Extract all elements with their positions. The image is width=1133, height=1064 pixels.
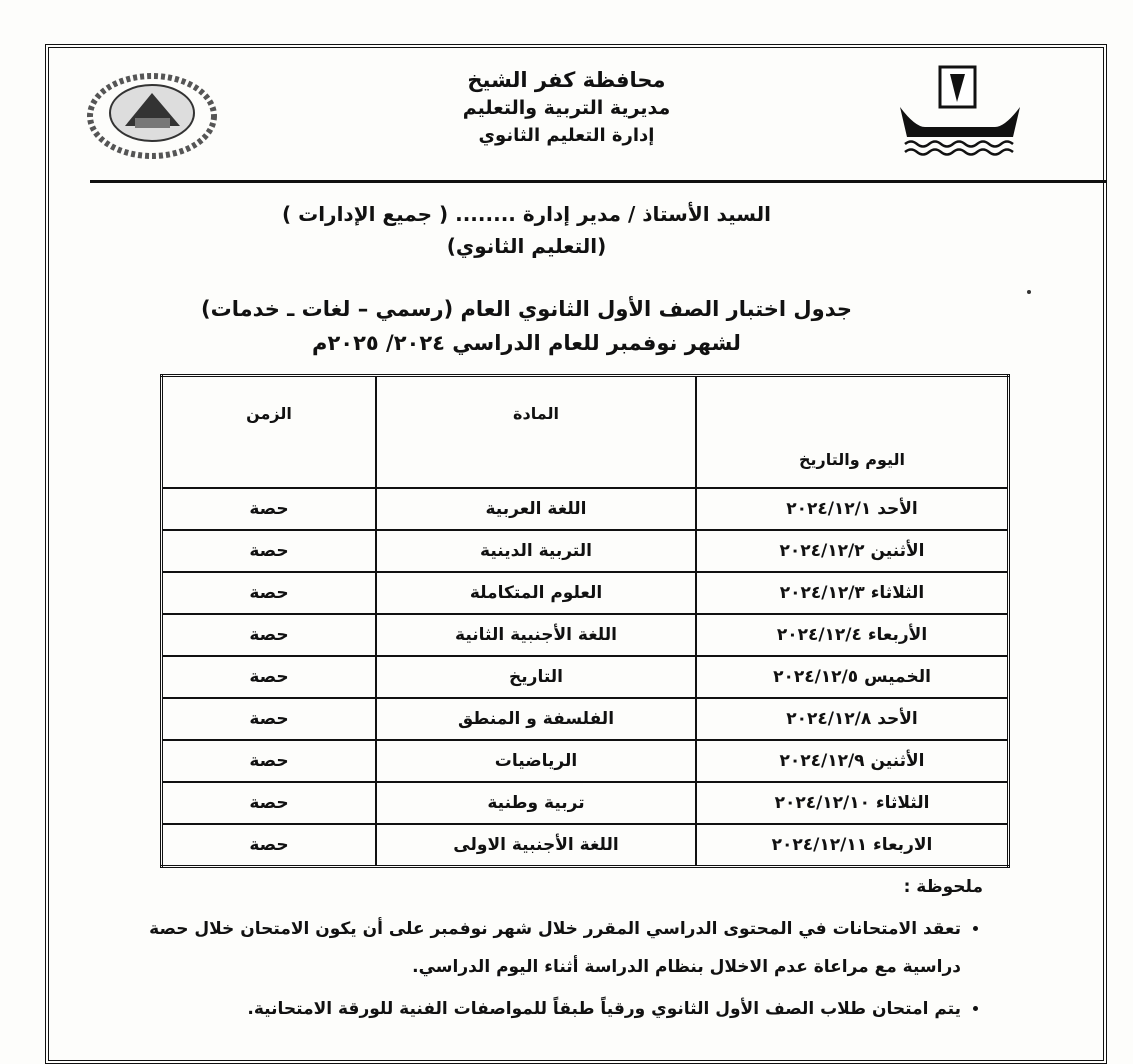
cell-time: حصة (160, 697, 377, 741)
header-date: اليوم والتاريخ (695, 374, 1010, 489)
table-row: الأربعاء ٢٠٢٤/١٢/٤ اللغة الأجنبية الثانية… (160, 613, 1010, 657)
cell-date: الاربعاء ٢٠٢٤/١٢/١١ (695, 823, 1010, 868)
scan-speck (1027, 290, 1031, 294)
cell-subject: اللغة الأجنبية الثانية (375, 613, 697, 657)
cell-subject: التربية الدينية (375, 529, 697, 573)
cell-date: الثلاثاء ٢٠٢٤/١٢/١٠ (695, 781, 1010, 825)
governorate-boat-logo (900, 65, 1020, 156)
table-row: الاربعاء ٢٠٢٤/١٢/١١ اللغة الأجنبية الاولى… (160, 823, 1010, 868)
notes-title: ملحوظة : (903, 877, 983, 897)
cell-time: حصة (160, 529, 377, 573)
cell-time: حصة (160, 655, 377, 699)
table-row: الثلاثاء ٢٠٢٤/١٢/١٠ تربية وطنية حصة (160, 781, 1010, 825)
cell-time: حصة (160, 781, 377, 825)
cell-subject: اللغة العربية (375, 487, 697, 531)
exam-schedule-table: اليوم والتاريخ المادة الزمن الأحد ٢٠٢٤/١… (160, 374, 1010, 868)
cell-subject: الفلسفة و المنطق (375, 697, 697, 741)
cell-subject: اللغة الأجنبية الاولى (375, 823, 697, 868)
table-row: الأحد ٢٠٢٤/١٢/١ اللغة العربية حصة (160, 487, 1010, 531)
document-border (45, 44, 1107, 1064)
header-subject: المادة (375, 374, 697, 489)
cell-subject: العلوم المتكاملة (375, 571, 697, 615)
addressee-line: السيد الأستاذ / مدير إدارة ........ ( جم… (282, 202, 771, 226)
cell-subject: الرياضيات (375, 739, 697, 783)
table-row: الخميس ٢٠٢٤/١٢/٥ التاريخ حصة (160, 655, 1010, 699)
letterhead: محافظة كفر الشيخ مديرية التربية والتعليم… (0, 66, 1133, 150)
department-name: إدارة التعليم الثانوي (478, 125, 655, 146)
document-body: السيد الأستاذ / مدير إدارة ........ ( جم… (0, 0, 1133, 1028)
header-divider (90, 180, 1107, 183)
cell-date: الأربعاء ٢٠٢٤/١٢/٤ (695, 613, 1010, 657)
table-row: الثلاثاء ٢٠٢٤/١٢/٣ العلوم المتكاملة حصة (160, 571, 1010, 615)
table-header-row: اليوم والتاريخ المادة الزمن (160, 374, 1010, 489)
ministry-wreath-logo (87, 73, 217, 159)
schedule-subtitle: لشهر نوفمبر للعام الدراسي ٢٠٢٤/ ٢٠٢٥م (312, 331, 741, 355)
schedule-title: جدول اختبار الصف الأول الثانوي العام (رس… (201, 297, 852, 321)
governorate-name: محافظة كفر الشيخ (467, 68, 666, 92)
cell-date: الأثنين ٢٠٢٤/١٢/٩ (695, 739, 1010, 783)
table-row: الأثنين ٢٠٢٤/١٢/٢ التربية الدينية حصة (160, 529, 1010, 573)
notes-section: ملحوظة : تعقد الامتحانات في المحتوى الدر… (120, 874, 983, 1028)
table-row: الأثنين ٢٠٢٤/١٢/٩ الرياضيات حصة (160, 739, 1010, 783)
cell-date: الأحد ٢٠٢٤/١٢/٨ (695, 697, 1010, 741)
table-row: الأحد ٢٠٢٤/١٢/٨ الفلسفة و المنطق حصة (160, 697, 1010, 741)
header-time: الزمن (160, 374, 377, 489)
cell-subject: تربية وطنية (375, 781, 697, 825)
cell-time: حصة (160, 613, 377, 657)
cell-date: الخميس ٢٠٢٤/١٢/٥ (695, 655, 1010, 699)
note-item: يتم امتحان طلاب الصف الأول الثانوي ورقيا… (120, 990, 961, 1028)
cell-date: الأحد ٢٠٢٤/١٢/١ (695, 487, 1010, 531)
cell-date: الأثنين ٢٠٢٤/١٢/٢ (695, 529, 1010, 573)
cell-date: الثلاثاء ٢٠٢٤/١٢/٣ (695, 571, 1010, 615)
note-item: تعقد الامتحانات في المحتوى الدراسي المقر… (120, 910, 961, 986)
cell-time: حصة (160, 739, 377, 783)
cell-time: حصة (160, 571, 377, 615)
addressee-subline: (التعليم الثانوي) (446, 234, 607, 258)
cell-time: حصة (160, 823, 377, 868)
notes-list: تعقد الامتحانات في المحتوى الدراسي المقر… (120, 910, 983, 1028)
cell-subject: التاريخ (375, 655, 697, 699)
cell-time: حصة (160, 487, 377, 531)
directorate-name: مديرية التربية والتعليم (462, 97, 671, 119)
